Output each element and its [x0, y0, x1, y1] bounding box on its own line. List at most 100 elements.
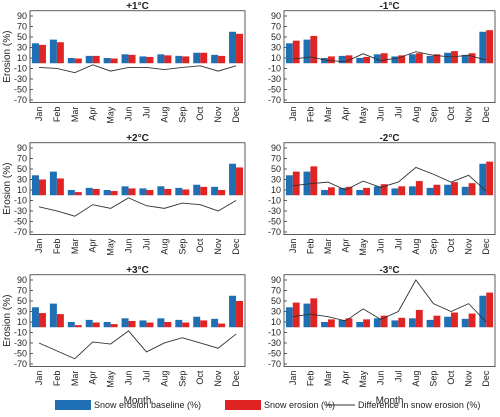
- bar: [67, 57, 75, 64]
- bar: [345, 186, 353, 196]
- bar: [236, 33, 244, 64]
- x-tick-label: Jan: [288, 239, 298, 254]
- bar: [49, 303, 57, 328]
- x-tick-label: Sep: [177, 107, 187, 123]
- x-tick-label: Feb: [305, 371, 315, 387]
- bar: [415, 181, 423, 196]
- bar: [292, 40, 300, 64]
- bar: [461, 318, 469, 328]
- x-tick-label: Nov: [464, 106, 474, 123]
- x-tick-label: Oct: [446, 238, 456, 253]
- legend: Snow erosion baseline (%) Snow erosion (%…: [55, 400, 480, 410]
- plot-frame: [283, 142, 496, 235]
- bar: [157, 186, 165, 196]
- bar: [128, 320, 136, 328]
- bar: [31, 43, 39, 64]
- bar: [479, 163, 487, 196]
- bar: [229, 295, 237, 328]
- x-tick-label: May: [358, 106, 368, 124]
- plot-frame: [29, 10, 246, 103]
- x-tick-label: Jun: [376, 239, 386, 254]
- bar: [85, 319, 93, 328]
- x-tick-label: Apr: [341, 371, 351, 385]
- bar: [49, 171, 57, 196]
- x-tick-label: Jun: [124, 371, 134, 386]
- bar: [121, 186, 129, 196]
- bar: [461, 186, 469, 196]
- panel-title: -2°C: [379, 133, 399, 144]
- x-tick-label: Apr: [88, 239, 98, 253]
- plot-frame: [283, 10, 496, 103]
- bar: [200, 320, 208, 328]
- x-tick-label: Dec: [481, 106, 491, 123]
- x-tick-label: Sep: [177, 371, 187, 387]
- y-tick-label: 70: [17, 285, 27, 295]
- y-tick-label: -70: [268, 227, 281, 237]
- x-tick-label: Sep: [428, 371, 438, 387]
- bar: [56, 178, 64, 196]
- y-tick-label: -50: [268, 216, 281, 226]
- bar: [85, 55, 93, 64]
- bar: [338, 55, 346, 64]
- bar: [229, 163, 237, 196]
- bar: [345, 318, 353, 328]
- panel-title: +2°C: [126, 133, 149, 144]
- difference-line: [292, 279, 487, 323]
- bar: [310, 35, 318, 64]
- y-tick-label: -50: [14, 348, 27, 358]
- x-tick-label: Mar: [323, 371, 333, 387]
- bar: [31, 175, 39, 196]
- x-tick-label: Mar: [70, 107, 80, 123]
- y-tick-label: 50: [17, 164, 27, 174]
- bar: [218, 323, 226, 328]
- y-tick-label: 10: [17, 185, 27, 195]
- bar: [391, 188, 399, 196]
- x-tick-label: Aug: [411, 107, 421, 123]
- bar: [67, 189, 75, 196]
- x-tick-label: Jan: [288, 371, 298, 386]
- bar: [398, 186, 406, 196]
- bar: [380, 184, 388, 196]
- y-axis-label: Erosion (%): [2, 31, 13, 83]
- bar: [486, 292, 494, 328]
- bar: [211, 318, 219, 328]
- y-tick-label: 30: [271, 174, 281, 184]
- bar: [229, 31, 237, 64]
- bar: [433, 184, 441, 196]
- bar: [327, 319, 335, 328]
- y-axis-label: Erosion (%): [2, 163, 13, 215]
- bar: [49, 39, 57, 64]
- y-tick-label: 90: [271, 275, 281, 285]
- y-tick-label: -30: [14, 74, 27, 84]
- bar: [391, 320, 399, 328]
- bar: [303, 39, 311, 64]
- bar: [128, 188, 136, 196]
- x-tick-label: Nov: [464, 238, 474, 255]
- x-tick-label: Dec: [481, 238, 491, 255]
- bar: [110, 191, 118, 196]
- bar: [373, 54, 381, 64]
- y-tick-label: 70: [271, 153, 281, 163]
- bar: [486, 161, 494, 196]
- bar: [426, 55, 434, 64]
- bar: [103, 189, 111, 196]
- bar: [479, 295, 487, 328]
- legend-label: Snow erosion baseline (%): [94, 400, 201, 410]
- bar: [415, 309, 423, 328]
- bar: [292, 302, 300, 328]
- bar: [380, 315, 388, 328]
- y-tick-label: -50: [268, 348, 281, 358]
- bar: [398, 55, 406, 64]
- x-tick-label: Jul: [141, 107, 151, 119]
- y-tick-label: 90: [17, 275, 27, 285]
- x-tick-label: Aug: [411, 239, 421, 255]
- y-tick-label: 50: [17, 296, 27, 306]
- x-tick-label: Nov: [213, 238, 223, 255]
- bar: [451, 51, 458, 64]
- y-tick-label: -30: [14, 206, 27, 216]
- bar: [146, 322, 154, 328]
- y-tick-label: 50: [271, 32, 281, 42]
- difference-line: [38, 197, 237, 217]
- bar: [398, 317, 406, 328]
